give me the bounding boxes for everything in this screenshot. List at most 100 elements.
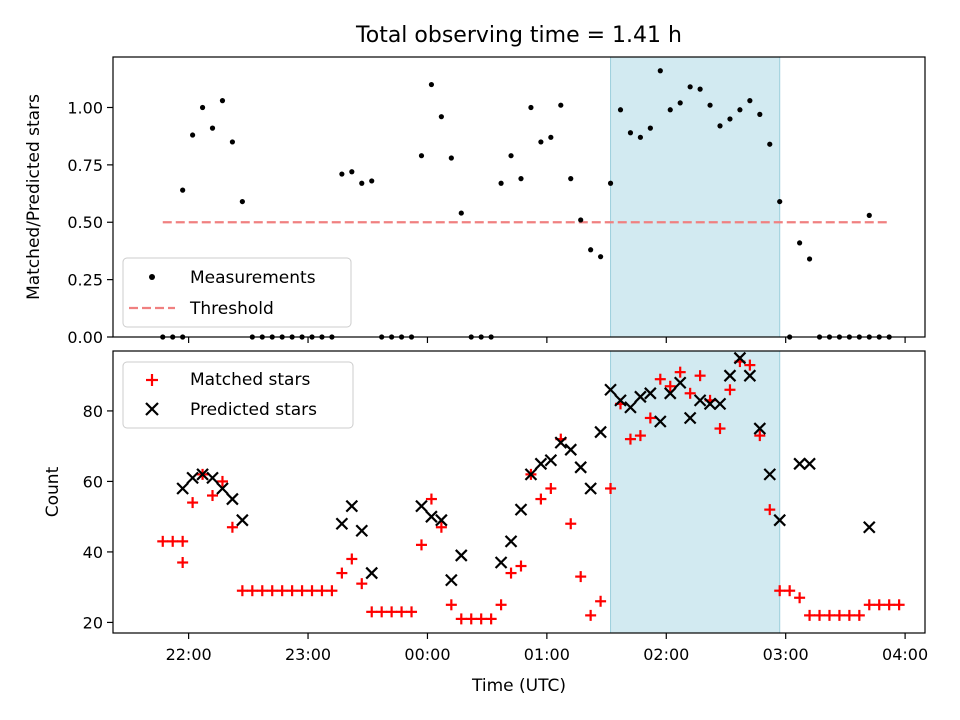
predicted-stars-layer <box>176 351 876 587</box>
matched-star-point <box>664 380 676 392</box>
predicted-star-point <box>186 471 199 485</box>
measurement-point <box>677 100 683 106</box>
matched-star-point <box>346 553 358 565</box>
matched-star-point <box>893 599 905 611</box>
measurement-point <box>717 123 723 129</box>
measurements-legend-marker <box>149 274 155 280</box>
matched-star-point <box>774 585 786 597</box>
predicted-star-point <box>365 566 379 580</box>
y-tick-label: 80 <box>83 402 103 421</box>
predicted-stars-legend-label: Predicted stars <box>190 400 317 420</box>
predicted-star-point <box>793 457 806 471</box>
measurement-point <box>219 98 226 104</box>
x-tick-label: 04:00 <box>882 645 928 664</box>
measurement-point <box>797 240 803 246</box>
predicted-stars-legend-marker <box>145 402 159 416</box>
measurement-point <box>777 198 783 205</box>
predicted-star-point <box>713 397 727 411</box>
matched-star-point <box>883 599 895 611</box>
measurement-point <box>568 176 574 182</box>
matched-star-point <box>475 613 487 625</box>
measurement-point <box>359 180 365 186</box>
measurement-point <box>637 134 644 140</box>
predicted-star-point <box>803 457 816 471</box>
predicted-star-point <box>445 573 458 587</box>
predicted-star-point <box>733 351 747 365</box>
measurement-point <box>697 86 703 92</box>
chart-title: Total observing time = 1.41 h <box>355 23 682 48</box>
matched-star-point <box>455 613 467 625</box>
predicted-star-point <box>564 443 578 456</box>
matched-star-point <box>286 585 298 597</box>
y-tick-label: 0.50 <box>67 213 103 232</box>
matched-star-point <box>754 430 766 442</box>
top-x-ticks <box>188 337 906 343</box>
x-tick-label: 03:00 <box>763 645 809 664</box>
y-tick-label: 0.75 <box>67 156 103 175</box>
measurement-point <box>528 104 534 111</box>
matched-star-point <box>624 433 636 445</box>
predicted-star-point <box>514 503 528 516</box>
bottom-x-ticks: 22:00 23:00 00:00 01:00 02:00 03:00 04:00 <box>166 633 928 664</box>
measurement-point <box>199 104 206 111</box>
matched-star-point <box>654 373 666 385</box>
predicted-star-point <box>335 517 349 531</box>
bottom-legend: Matched stars Predicted stars <box>122 361 354 429</box>
measurement-point <box>607 180 614 186</box>
measurement-point <box>518 176 524 182</box>
matched-star-point <box>276 585 288 597</box>
measurement-point <box>418 153 425 159</box>
matched-star-point <box>435 521 447 533</box>
y-tick-label: 0.25 <box>67 271 103 290</box>
measurement-point <box>617 107 624 113</box>
measurements-legend-label: Measurements <box>190 268 316 288</box>
matched-star-point <box>465 613 477 625</box>
predicted-star-point <box>504 535 518 548</box>
predicted-star-point <box>494 556 508 569</box>
predicted-star-point <box>693 394 707 407</box>
x-axis-label: Time (UTC) <box>471 676 566 696</box>
measurement-point <box>737 107 743 113</box>
measurement-point <box>239 198 245 205</box>
predicted-star-point <box>584 482 597 495</box>
matched-star-point <box>366 606 378 618</box>
predicted-star-point <box>355 524 369 538</box>
predicted-star-point <box>226 492 239 506</box>
measurement-point <box>767 141 773 147</box>
predicted-star-point <box>594 425 607 439</box>
matched-star-point <box>714 423 726 435</box>
measurement-point <box>747 98 753 104</box>
measurement-point <box>588 247 594 253</box>
predicted-star-point <box>673 376 687 390</box>
predicted-star-point <box>624 401 637 414</box>
measurement-point <box>806 256 813 262</box>
matched-star-point <box>515 560 527 572</box>
matched-star-point <box>226 521 238 533</box>
matched-star-point <box>336 567 348 579</box>
matched-star-point <box>823 609 835 621</box>
matched-star-point <box>605 482 617 494</box>
matched-star-point <box>595 595 607 607</box>
matched-star-point <box>356 578 368 590</box>
matched-star-point <box>396 606 408 618</box>
y-tick-label: 60 <box>83 472 103 491</box>
measurement-point <box>180 187 186 193</box>
top-legend: Measurements Threshold <box>122 257 352 328</box>
measurement-point <box>229 139 236 145</box>
matched-star-point <box>177 535 189 547</box>
matched-star-point <box>296 585 308 597</box>
matched-star-point <box>415 539 427 551</box>
matched-star-point <box>207 490 219 502</box>
matched-star-point <box>306 585 318 597</box>
top-highlight-layer <box>610 56 781 338</box>
matched-star-point <box>694 370 706 382</box>
matched-star-point <box>744 359 756 371</box>
measurement-point <box>538 139 544 145</box>
predicted-star-point <box>574 461 587 474</box>
measurement-point <box>448 155 454 161</box>
matched-star-point <box>406 606 418 618</box>
x-tick-label: 01:00 <box>524 645 570 664</box>
matched-stars-legend-marker <box>146 374 158 386</box>
matched-star-point <box>425 493 437 505</box>
matched-star-point <box>833 609 845 621</box>
